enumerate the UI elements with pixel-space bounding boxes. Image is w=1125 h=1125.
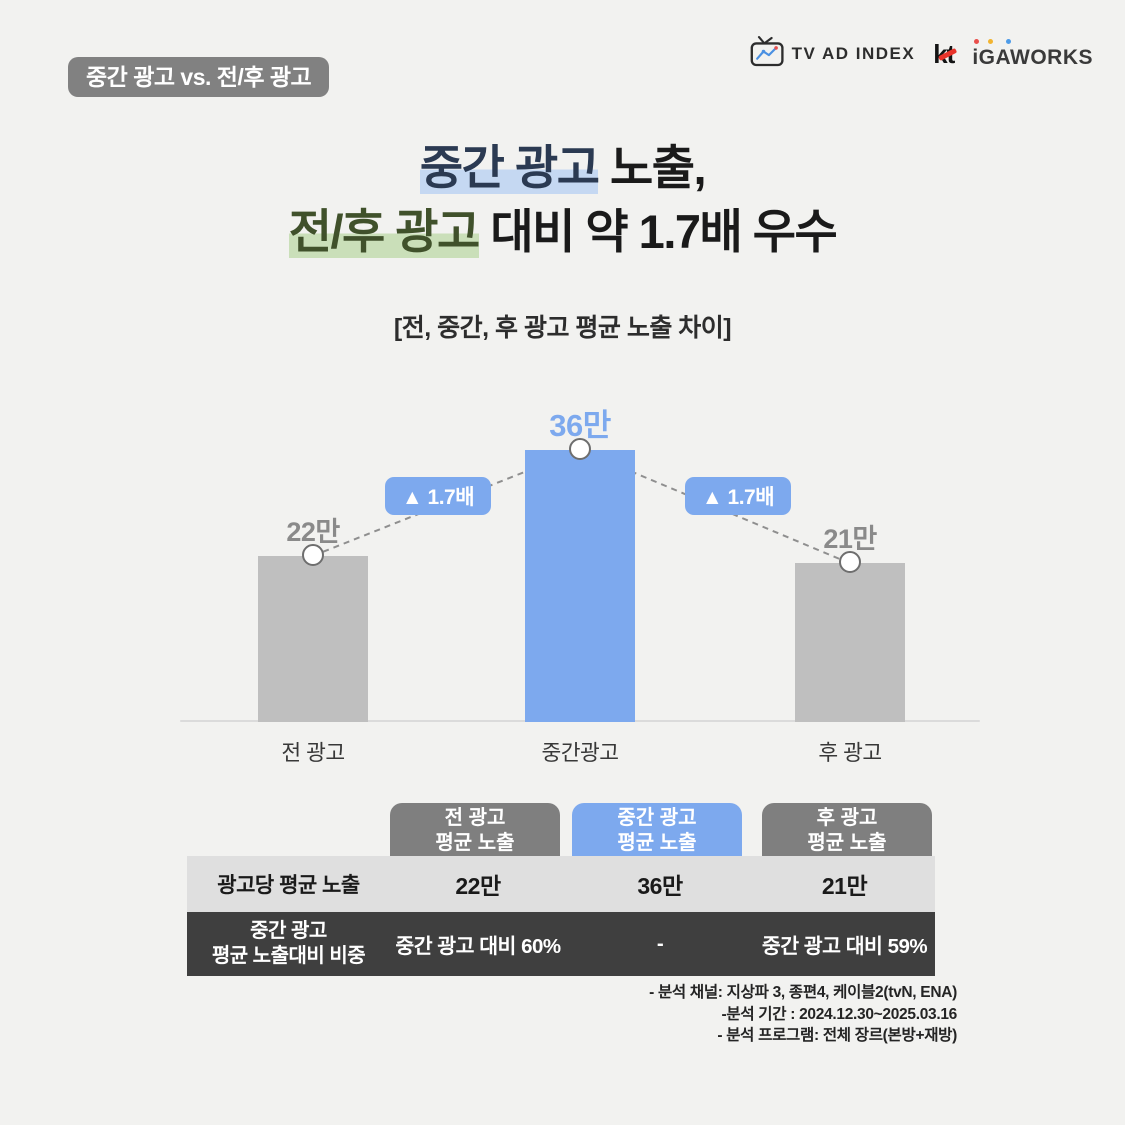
bar-post-ad: 21만 xyxy=(795,524,905,722)
table-row-average-exposure: 광고당 평균 노출 22만 36만 21만 xyxy=(187,856,935,912)
ratio-badge-right: ▲ 1.7배 xyxy=(685,477,791,515)
page-title: 중간 광고 노출, 전/후 광고 대비 약 1.7배 우수 xyxy=(0,136,1125,264)
title-highlight-midroll: 중간 광고 xyxy=(419,141,600,194)
table-header-mid: 중간 광고 평균 노출 xyxy=(572,803,742,856)
cell-mid-share: - xyxy=(656,932,664,955)
cell-pre-value: 22만 xyxy=(455,873,501,899)
tv-ad-index-wordmark: TV AD INDEX xyxy=(791,44,916,63)
bar-pre-ad: 22만 xyxy=(258,517,368,722)
row-label: 광고당 평균 노출 xyxy=(217,874,360,897)
data-point-marker xyxy=(839,551,861,574)
footnote-channels: - 분석 채널: 지상파 3, 종편4, 케이블2(tvN, ENA) xyxy=(649,984,957,1001)
cell-post-value: 21만 xyxy=(821,873,868,899)
category-label-post: 후 광고 xyxy=(818,741,882,765)
category-label-mid: 중간광고 xyxy=(541,741,619,765)
cell-post-share: 중간 광고 대비 59% xyxy=(761,935,928,958)
analysis-footnotes: - 분석 채널: 지상파 3, 종편4, 케이블2(tvN, ENA) -분석 … xyxy=(649,982,957,1047)
cell-mid-value: 36만 xyxy=(637,873,683,899)
title-line-2: 전/후 광고 대비 약 1.7배 우수 xyxy=(288,205,838,258)
tv-ad-index-logo: TV AD INDEX xyxy=(750,35,916,73)
chart-subtitle: [전, 중간, 후 광고 평균 노출 차이] xyxy=(393,314,732,342)
footnote-period: -분석 기간 : 2024.12.30~2025.03.16 xyxy=(721,1005,958,1023)
data-point-marker xyxy=(302,543,324,566)
igaworks-yellow-dot-icon xyxy=(988,38,994,44)
topic-badge: 중간 광고 vs. 전/후 광고 xyxy=(68,57,330,97)
igaworks-red-dot-icon xyxy=(974,38,980,44)
logo-bar: TV AD INDEX kt iGAWORKS xyxy=(750,36,1093,72)
title-highlight-prepost: 전/후 광고 xyxy=(288,205,480,258)
kt-logo: kt xyxy=(933,39,958,70)
igaworks-blue-dot-icon xyxy=(1006,38,1012,44)
data-point-marker xyxy=(569,438,591,460)
title-line-1: 중간 광고 노출, xyxy=(419,141,707,194)
ratio-badge-left: ▲ 1.7배 xyxy=(385,477,491,515)
tv-chart-icon xyxy=(750,35,786,73)
cell-pre-share: 중간 광고 대비 60% xyxy=(395,935,561,958)
table-header-post: 후 광고 평균 노출 xyxy=(762,803,932,856)
category-label-pre: 전 광고 xyxy=(281,741,345,765)
row-label: 중간 광고 평균 노출대비 비중 xyxy=(211,920,366,967)
footnote-program: - 분석 프로그램: 전체 장르(본방+재방) xyxy=(717,1027,957,1044)
value-label-mid: 36만 xyxy=(549,408,611,443)
igaworks-logo: iGAWORKS xyxy=(972,38,1093,70)
table-row-relative-share: 중간 광고 평균 노출대비 비중 중간 광고 대비 60% - 중간 광고 대비… xyxy=(187,912,935,976)
table-header-pre: 전 광고 평균 노출 xyxy=(390,803,560,856)
bar-mid-ad: 36만 xyxy=(525,408,635,722)
